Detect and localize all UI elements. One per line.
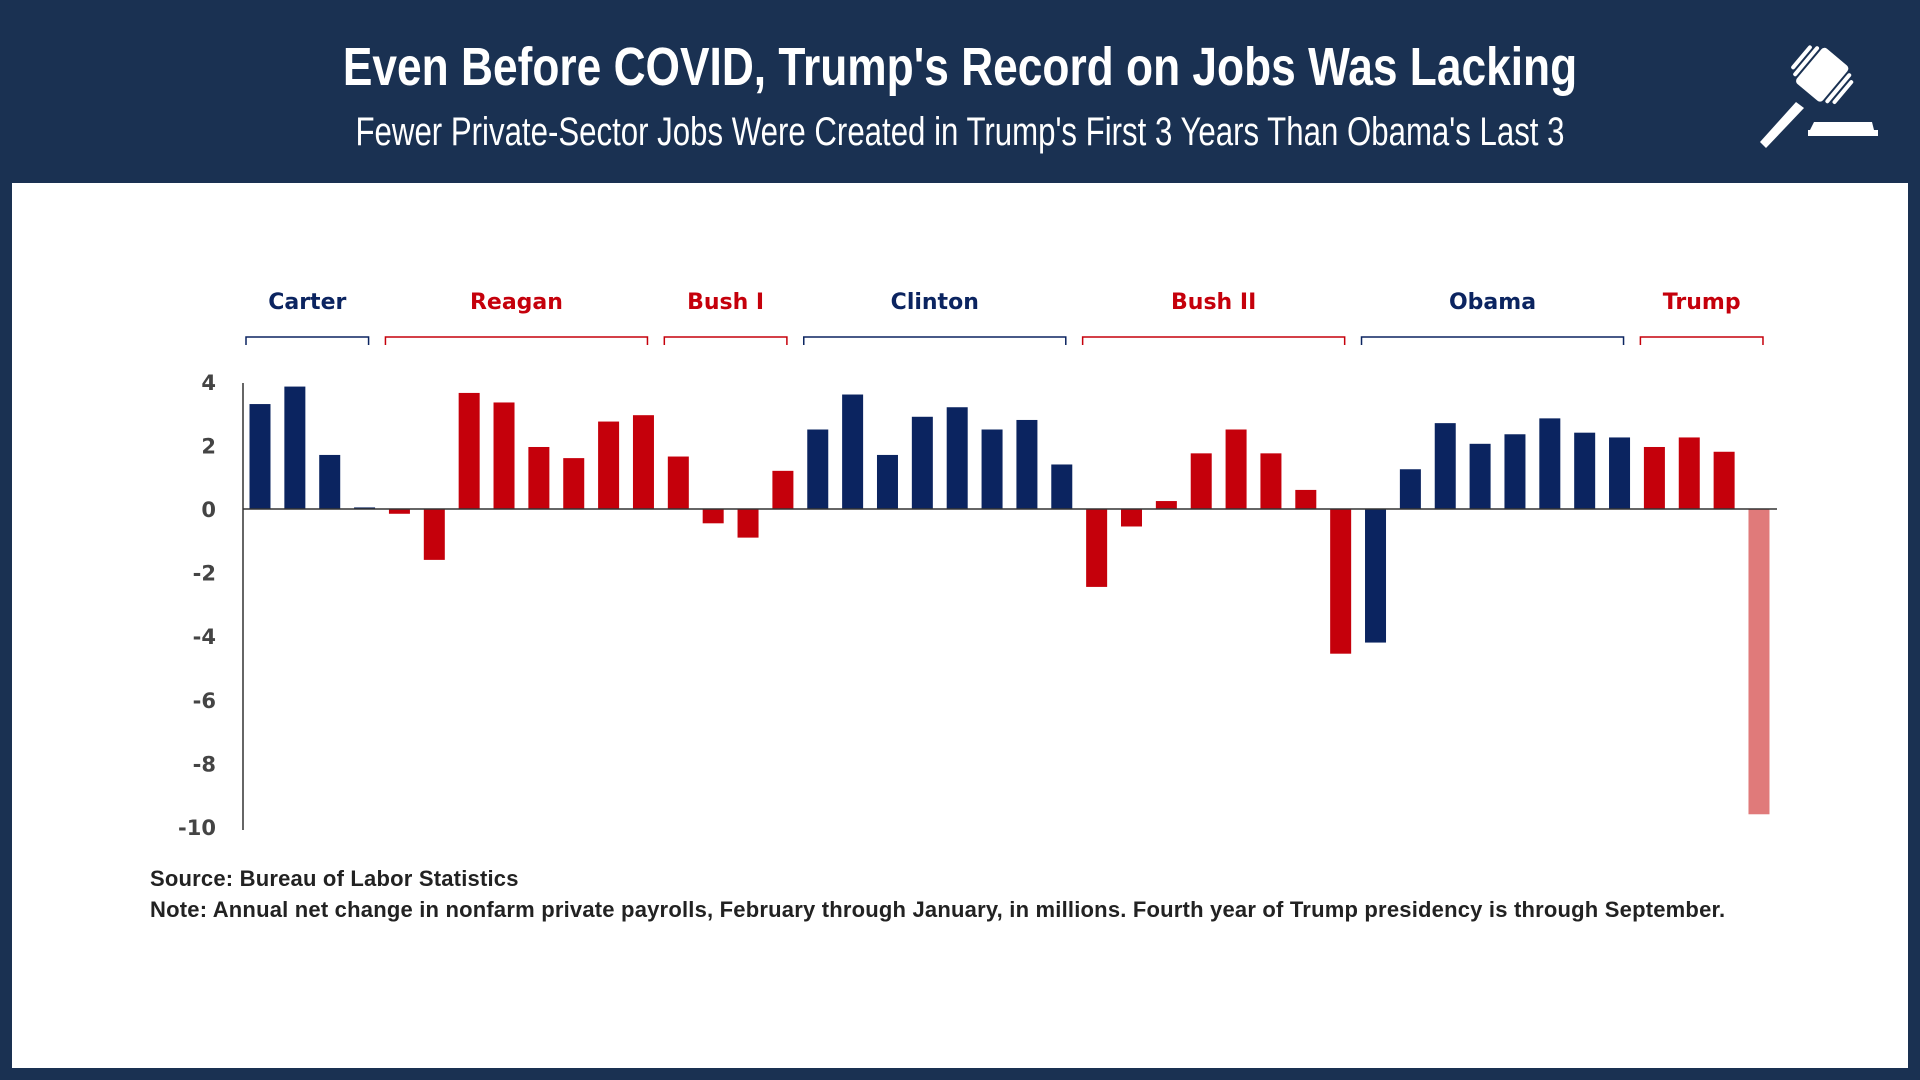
chart-panel: Carter Reagan Bush I Clinton Bush II Obama Tru… (12, 183, 1908, 1068)
gavel-icon (1760, 45, 1878, 148)
bar-reagan-5 (528, 446, 550, 509)
footnote: Note: Annual net change in nonfarm priva… (150, 897, 1726, 922)
bar-reagan-8 (632, 415, 654, 509)
bracket-reagan (384, 336, 649, 345)
bar-bush-i-4 (772, 470, 794, 509)
bar-clinton-3 (876, 454, 898, 509)
y-tick-label: -4 (193, 625, 216, 649)
bar-reagan-6 (563, 458, 585, 509)
bar-clinton-2 (842, 394, 864, 509)
bar-reagan-7 (598, 421, 620, 509)
bar-trump-4 (1748, 509, 1770, 815)
bar-bush-i-3 (737, 509, 759, 538)
bar-obama-3 (1434, 423, 1456, 509)
bar-bush-i-2 (702, 509, 724, 524)
bar-reagan-2 (423, 509, 445, 560)
bar-obama-5 (1504, 434, 1526, 509)
president-label: Obama (1449, 290, 1536, 315)
bar-bush-ii-8 (1330, 509, 1352, 654)
bar-obama-8 (1609, 437, 1631, 509)
y-tick-label: -10 (178, 816, 216, 840)
bracket-trump (1639, 336, 1764, 345)
president-label: Reagan (470, 290, 563, 315)
y-tick-label: -6 (193, 689, 216, 713)
bar-obama-2 (1399, 469, 1421, 509)
bar-clinton-6 (981, 429, 1003, 509)
president-label: Carter (268, 290, 346, 315)
bracket-obama (1360, 336, 1625, 345)
bar-bush-ii-3 (1155, 501, 1177, 509)
president-label: Bush II (1171, 290, 1256, 315)
bar-obama-7 (1574, 432, 1596, 509)
bracket-carter (245, 336, 370, 345)
bar-carter-2 (284, 386, 306, 509)
bar-carter-3 (319, 454, 341, 509)
bar-clinton-1 (807, 429, 829, 509)
president-label: Trump (1663, 290, 1741, 315)
bar-bush-i-1 (667, 456, 689, 509)
y-tick-label: 4 (201, 371, 216, 395)
bar-trump-3 (1713, 451, 1735, 509)
bar-bush-ii-7 (1295, 489, 1317, 509)
bar-bush-ii-6 (1260, 453, 1282, 509)
bar-bush-ii-4 (1190, 453, 1212, 509)
bar-obama-4 (1469, 443, 1491, 509)
bar-bush-ii-5 (1225, 429, 1247, 509)
bar-reagan-3 (458, 392, 480, 509)
bracket-bush-ii (1081, 336, 1346, 345)
y-tick-label: -2 (193, 562, 216, 586)
bar-bush-ii-1 (1086, 509, 1108, 587)
y-tick-label: 2 (201, 434, 216, 458)
page-subtitle: Fewer Private-Sector Jobs Were Created i… (355, 110, 1565, 154)
president-label: Clinton (891, 290, 979, 315)
bar-obama-1 (1365, 509, 1387, 643)
y-tick-label: -8 (193, 752, 216, 776)
bar-obama-6 (1539, 418, 1561, 509)
bar-clinton-4 (911, 416, 933, 509)
header: Even Before COVID, Trump's Record on Job… (0, 0, 1920, 182)
president-label: Bush I (687, 290, 764, 315)
bar-chart: Carter Reagan Bush I Clinton Bush II Obama Tru… (178, 290, 1777, 840)
bracket-bush-i (663, 336, 788, 345)
bracket-clinton (803, 336, 1067, 345)
bar-trump-1 (1643, 446, 1665, 509)
bar-carter-4 (354, 507, 376, 509)
bar-reagan-1 (388, 509, 410, 514)
page-title: Even Before COVID, Trump's Record on Job… (342, 37, 1578, 97)
y-tick-label: 0 (201, 498, 216, 522)
bar-bush-ii-2 (1121, 509, 1142, 527)
bar-carter-1 (249, 404, 271, 509)
bar-trump-2 (1678, 437, 1700, 509)
bar-clinton-8 (1051, 464, 1073, 509)
bar-reagan-4 (493, 402, 515, 509)
bar-clinton-7 (1016, 419, 1038, 509)
source-note: Source: Bureau of Labor Statistics (150, 866, 519, 891)
bar-clinton-5 (946, 407, 968, 509)
